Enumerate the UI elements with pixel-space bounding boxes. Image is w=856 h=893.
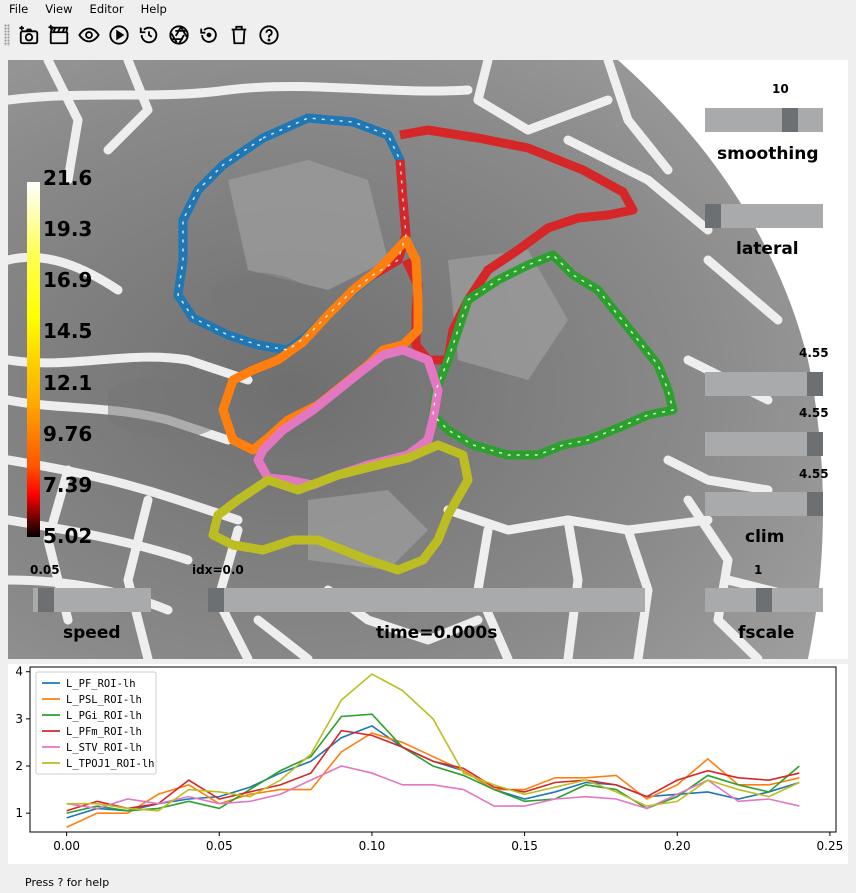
trash-icon: [231, 25, 247, 45]
legend-box: [35, 671, 157, 775]
visibility-button[interactable]: [74, 20, 104, 50]
x-tick-label: 0.05: [206, 839, 233, 853]
series-line-L_PFm_ROI-lh: [66, 729, 800, 812]
menu-help[interactable]: Help: [140, 2, 167, 16]
x-tick-label: 0.00: [53, 839, 80, 853]
smoothing-value: 10: [772, 82, 789, 96]
help-button[interactable]: [254, 20, 284, 50]
toolbar-grip[interactable]: [4, 24, 10, 46]
y-tick-label: 2: [15, 759, 23, 773]
status-text: Press ? for help: [25, 876, 110, 889]
restore-icon: [200, 27, 217, 43]
menu-editor[interactable]: Editor: [89, 2, 124, 16]
speed-label: speed: [63, 623, 121, 643]
colorbar-tick-label: 7.39: [43, 472, 93, 497]
y-tick-label: 3: [15, 712, 23, 726]
lateral-slider[interactable]: [705, 204, 823, 228]
panel-splitter[interactable]: [0, 659, 856, 664]
camera-button[interactable]: [164, 20, 194, 50]
fscale-slider-handle[interactable]: [756, 588, 772, 612]
screenshot-button[interactable]: [14, 20, 44, 50]
time-slider[interactable]: [208, 588, 645, 612]
x-tick-label: 0.15: [511, 839, 538, 853]
legend-entry: L_TPOJ1_ROI-lh: [66, 758, 155, 770]
legend-entry: L_STV_ROI-lh: [66, 742, 142, 754]
colorbar-tick-label: 9.76: [43, 421, 93, 446]
help-icon: [259, 25, 279, 45]
menu-file[interactable]: File: [9, 2, 29, 16]
y-tick-label: 1: [15, 806, 23, 820]
fscale-label: fscale: [738, 623, 795, 643]
clim-value-1: 4.55: [799, 346, 829, 360]
history-icon: [139, 26, 158, 44]
clim-label: clim: [745, 527, 785, 547]
x-tick-label: 0.25: [817, 839, 844, 853]
clim-slider-3[interactable]: [705, 492, 823, 516]
clim-slider-3-handle[interactable]: [807, 492, 823, 516]
clim-value-3: 4.55: [799, 467, 829, 481]
series-line-L_STV_ROI-lh: [66, 765, 800, 810]
series-line-L_PSL_ROI-lh: [66, 732, 800, 829]
eye-icon: [78, 27, 100, 43]
fscale-slider[interactable]: [705, 588, 823, 612]
smoothing-slider-handle[interactable]: [781, 108, 798, 132]
legend-entry: L_PFm_ROI-lh: [66, 726, 142, 738]
reset-time-button[interactable]: [134, 20, 164, 50]
play-icon: [109, 25, 129, 45]
colorbar-tick-label: 21.6: [43, 166, 93, 190]
legend-entry: L_PGi_ROI-lh: [66, 710, 142, 722]
toolbar: [0, 19, 856, 51]
clim-slider-1[interactable]: [705, 372, 823, 396]
camera-shutter-icon: [169, 25, 189, 45]
series-line-L_TPOJ1_ROI-lh: [66, 673, 800, 812]
play-button[interactable]: [104, 20, 134, 50]
screenshot-icon: [19, 25, 39, 45]
colorbar-tick-label: 5.02: [43, 524, 93, 548]
legend-entry: L_PSL_ROI-lh: [66, 694, 142, 706]
lateral-label: lateral: [736, 239, 799, 259]
colorbar-tick-label: 12.1: [43, 370, 93, 395]
movie-icon: [48, 24, 69, 45]
colorbar-tick-label: 16.9: [43, 268, 93, 293]
plot-axes-frame: [29, 666, 837, 833]
clim-slider-2-handle[interactable]: [807, 432, 823, 456]
timecourse-chart: 0.00 0.05 0.10 0.15 0.20 0.25 1 2 3 4 L_PF_ROI-lh L…: [15, 665, 844, 853]
clim-slider-1-handle[interactable]: [807, 372, 823, 396]
speed-value: 0.05: [30, 563, 60, 577]
menu-view[interactable]: View: [45, 2, 73, 16]
clim-slider-2[interactable]: [705, 432, 823, 456]
y-tick-label: 4: [15, 665, 23, 679]
clear-button[interactable]: [224, 20, 254, 50]
speed-slider[interactable]: [33, 588, 151, 612]
fscale-value: 1: [754, 563, 763, 577]
speed-slider-handle[interactable]: [38, 588, 55, 612]
timecourse-plot: 0.00 0.05 0.10 0.15 0.20 0.25 1 2 3 4 L_PF_ROI-lh L…: [8, 664, 848, 864]
movie-button[interactable]: [44, 20, 74, 50]
menu-bar: File View Editor Help: [0, 0, 856, 18]
brain-surface[interactable]: [8, 60, 848, 659]
clim-value-2: 4.55: [799, 406, 829, 420]
time-slider-handle[interactable]: [208, 588, 224, 612]
colorbar: [27, 182, 40, 537]
x-tick-label: 0.10: [359, 839, 386, 853]
status-bar: Press ? for help: [0, 872, 856, 893]
smoothing-label: smoothing: [717, 144, 819, 164]
colorbar-tick-label: 19.3: [43, 217, 93, 242]
restore-button[interactable]: [194, 20, 224, 50]
series-line-L_PGi_ROI-lh: [66, 713, 800, 814]
legend-entry: L_PF_ROI-lh: [66, 678, 136, 690]
time-index-value: idx=0.0: [192, 563, 244, 577]
lateral-slider-handle[interactable]: [705, 204, 721, 228]
time-label: time=0.000s: [376, 623, 498, 643]
smoothing-slider[interactable]: [705, 108, 823, 132]
x-tick-label: 0.20: [664, 839, 691, 853]
colorbar-tick-label: 14.5: [43, 319, 93, 344]
brain-viewer[interactable]: 21.6 19.3 16.9 14.5 12.1 9.76 7.39 5.02 10 smoo…: [8, 60, 848, 659]
